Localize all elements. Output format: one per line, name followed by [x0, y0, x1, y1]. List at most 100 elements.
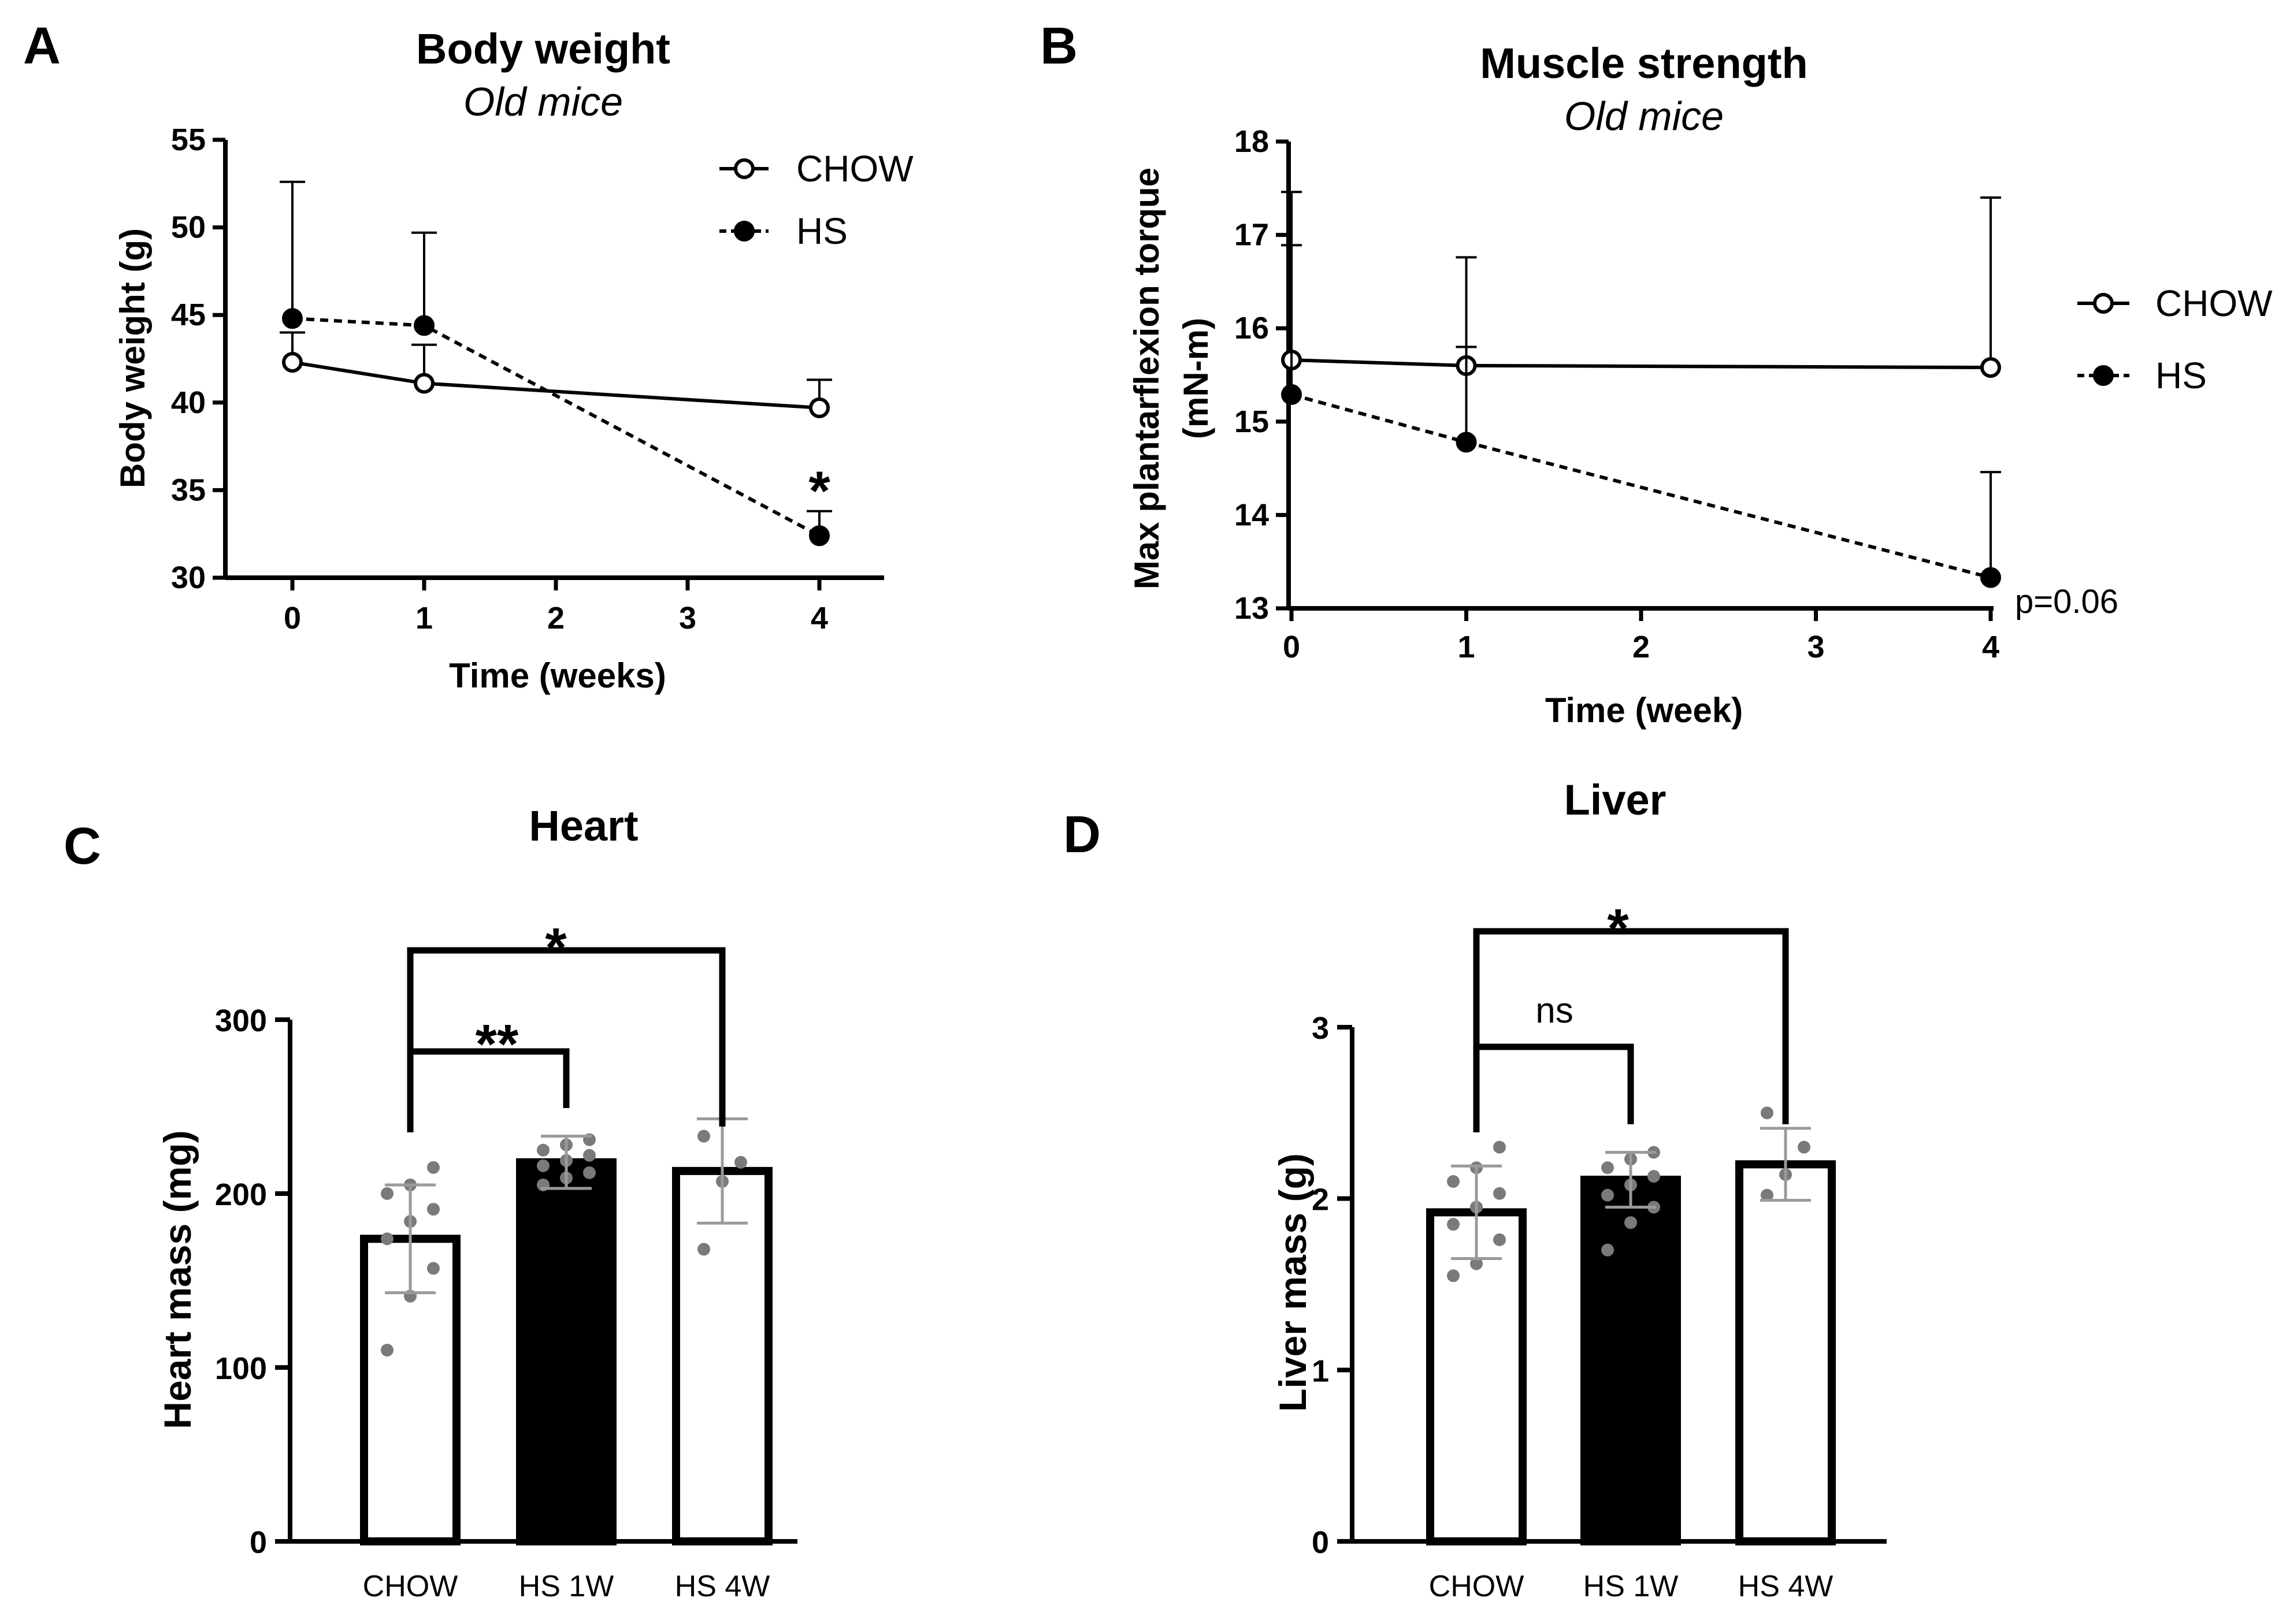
chart-d-data-point: [1624, 1216, 1637, 1229]
chart-b-point-hs: [1980, 567, 2001, 588]
chart-d-y-tick-label: 1: [1312, 1354, 1329, 1388]
chart-d-data-point: [1601, 1243, 1614, 1257]
chart-d-title: Liver: [1564, 776, 1667, 824]
chart-b-series-line-chow: [1291, 358, 1991, 370]
chart-c-data-point: [427, 1161, 440, 1174]
legend-b-label: HS: [2155, 355, 2207, 396]
chart-b-x-axis-title: Time (week): [1545, 691, 1743, 730]
chart-a-y-tick-label: 40: [171, 385, 206, 420]
chart-c-data-point: [427, 1203, 440, 1216]
chart-b-p-value: p=0.06: [2015, 583, 2118, 620]
panel-label-d: D: [1063, 806, 1101, 864]
panel-label-c: C: [64, 817, 101, 875]
chart-b-y-tick-label: 17: [1234, 218, 1269, 252]
chart-d-bar-hs-4w: [1735, 1160, 1836, 1546]
chart-d-data-point: [1470, 1257, 1483, 1270]
legend-b-marker: [2093, 365, 2114, 386]
chart-d-data-point: [1493, 1187, 1506, 1200]
chart-b-x-tick-label: 4: [1982, 630, 1999, 664]
chart-d-data-point: [1493, 1233, 1506, 1246]
chart-b-x-tick-label: 0: [1283, 630, 1300, 664]
chart-a-x-axis-title: Time (weeks): [449, 656, 666, 695]
chart-a-x-tick-label: 1: [415, 601, 433, 636]
chart-d-significance-label: ns: [1535, 991, 1573, 1031]
chart-d-x-tick-label: HS 1W: [1583, 1570, 1679, 1603]
chart-a-point-chow: [282, 352, 303, 373]
chart-c-data-point: [537, 1159, 550, 1172]
chart-c-y-tick-label: 100: [215, 1351, 267, 1386]
chart-c-bar-hs-1w: [516, 1158, 617, 1545]
chart-b-point-chow: [1980, 357, 2001, 378]
chart-d-significance-bracket: [1473, 928, 1789, 1132]
chart-c-data-point: [697, 1243, 710, 1256]
chart-a-point-hs: [414, 315, 435, 336]
chart-b-y-tick-label: 18: [1234, 124, 1269, 159]
chart-c-significance-label: **: [476, 1013, 519, 1075]
chart-c-y-tick-label: 0: [250, 1525, 267, 1560]
chart-d-data-point: [1761, 1188, 1773, 1202]
chart-d-y-tick-label: 3: [1312, 1011, 1329, 1046]
chart-a-point-chow: [809, 397, 830, 418]
chart-c-data-point: [583, 1166, 596, 1179]
chart-c-data-point: [381, 1343, 394, 1357]
chart-a-y-tick-label: 45: [171, 298, 206, 332]
chart-b-y-axis-title-unit: (mN-m): [1176, 318, 1215, 439]
chart-b-title: Muscle strength: [1480, 39, 1807, 87]
chart-a-x-tick-label: 4: [811, 601, 828, 636]
chart-a-point-hs: [809, 525, 830, 547]
chart-c-data-point: [381, 1232, 394, 1246]
panel-label-a: A: [23, 17, 61, 75]
legend-a-marker: [734, 158, 755, 179]
chart-b-x-tick-label: 1: [1457, 630, 1475, 664]
chart-b-y-axis-title: Max plantarflexion torque: [1127, 168, 1166, 589]
chart-a-y-tick-label: 55: [171, 122, 206, 157]
chart-c-significance-bracket: [407, 947, 726, 1132]
chart-d-y-tick-label: 2: [1312, 1183, 1329, 1217]
chart-a-y-tick-label: 50: [171, 210, 206, 245]
chart-b-y-tick-label: 16: [1234, 311, 1269, 345]
legend-a-label: HS: [796, 210, 848, 252]
chart-c-data-point: [734, 1155, 747, 1169]
chart-a-significance-star: *: [808, 460, 830, 522]
chart-d-data-point: [1447, 1218, 1460, 1231]
chart-b-subtitle: Old mice: [1564, 94, 1724, 139]
chart-d-data-point: [1798, 1140, 1810, 1154]
chart-d-x-tick-label: CHOW: [1429, 1570, 1524, 1603]
legend-a-label: CHOW: [796, 148, 914, 189]
chart-c-y-tick-label: 200: [215, 1177, 267, 1212]
chart-a-y-axis-title: Body weight (g): [113, 228, 152, 488]
chart-c-y-axis-title: Heart mass (mg): [156, 1130, 199, 1429]
chart-a-x-tick-label: 2: [547, 601, 565, 636]
chart-c-data-point: [697, 1129, 710, 1143]
chart-b-point-hs: [1456, 432, 1477, 453]
chart-c-data-point: [537, 1143, 550, 1157]
chart-b-y-tick-label: 13: [1234, 591, 1269, 626]
legend-b-marker: [2093, 293, 2114, 314]
chart-c-data-point: [583, 1149, 596, 1162]
chart-b-point-hs: [1281, 384, 1302, 405]
chart-d-data-point: [1447, 1175, 1460, 1188]
chart-c-x-tick-label: HS 4W: [675, 1570, 770, 1603]
legend-b-label: CHOW: [2155, 283, 2273, 324]
chart-d-significance-bracket: [1473, 1043, 1634, 1132]
chart-a-series-line-chow: [292, 361, 820, 410]
chart-d-significance-label: *: [1607, 898, 1629, 960]
chart-d-data-point: [1601, 1161, 1614, 1175]
chart-d-data-point: [1761, 1106, 1773, 1120]
chart-c-data-point: [427, 1262, 440, 1275]
chart-a-y-tick-label: 30: [171, 560, 206, 595]
chart-b-x-tick-label: 2: [1632, 630, 1650, 664]
chart-a-subtitle: Old mice: [463, 79, 623, 124]
chart-d-x-tick-label: HS 4W: [1738, 1570, 1834, 1603]
chart-a-point-chow: [414, 373, 435, 394]
chart-d-data-point: [1647, 1170, 1660, 1183]
chart-d-data-point: [1493, 1140, 1506, 1154]
chart-d-data-point: [1601, 1188, 1614, 1202]
chart-d-bar-hs-1w: [1580, 1176, 1681, 1545]
chart-b-y-tick-label: 14: [1234, 497, 1269, 532]
chart-a-point-hs: [282, 308, 303, 329]
chart-c-significance-label: *: [545, 917, 567, 979]
chart-c-x-tick-label: CHOW: [363, 1570, 458, 1603]
chart-a-title: Body weight: [416, 25, 670, 73]
